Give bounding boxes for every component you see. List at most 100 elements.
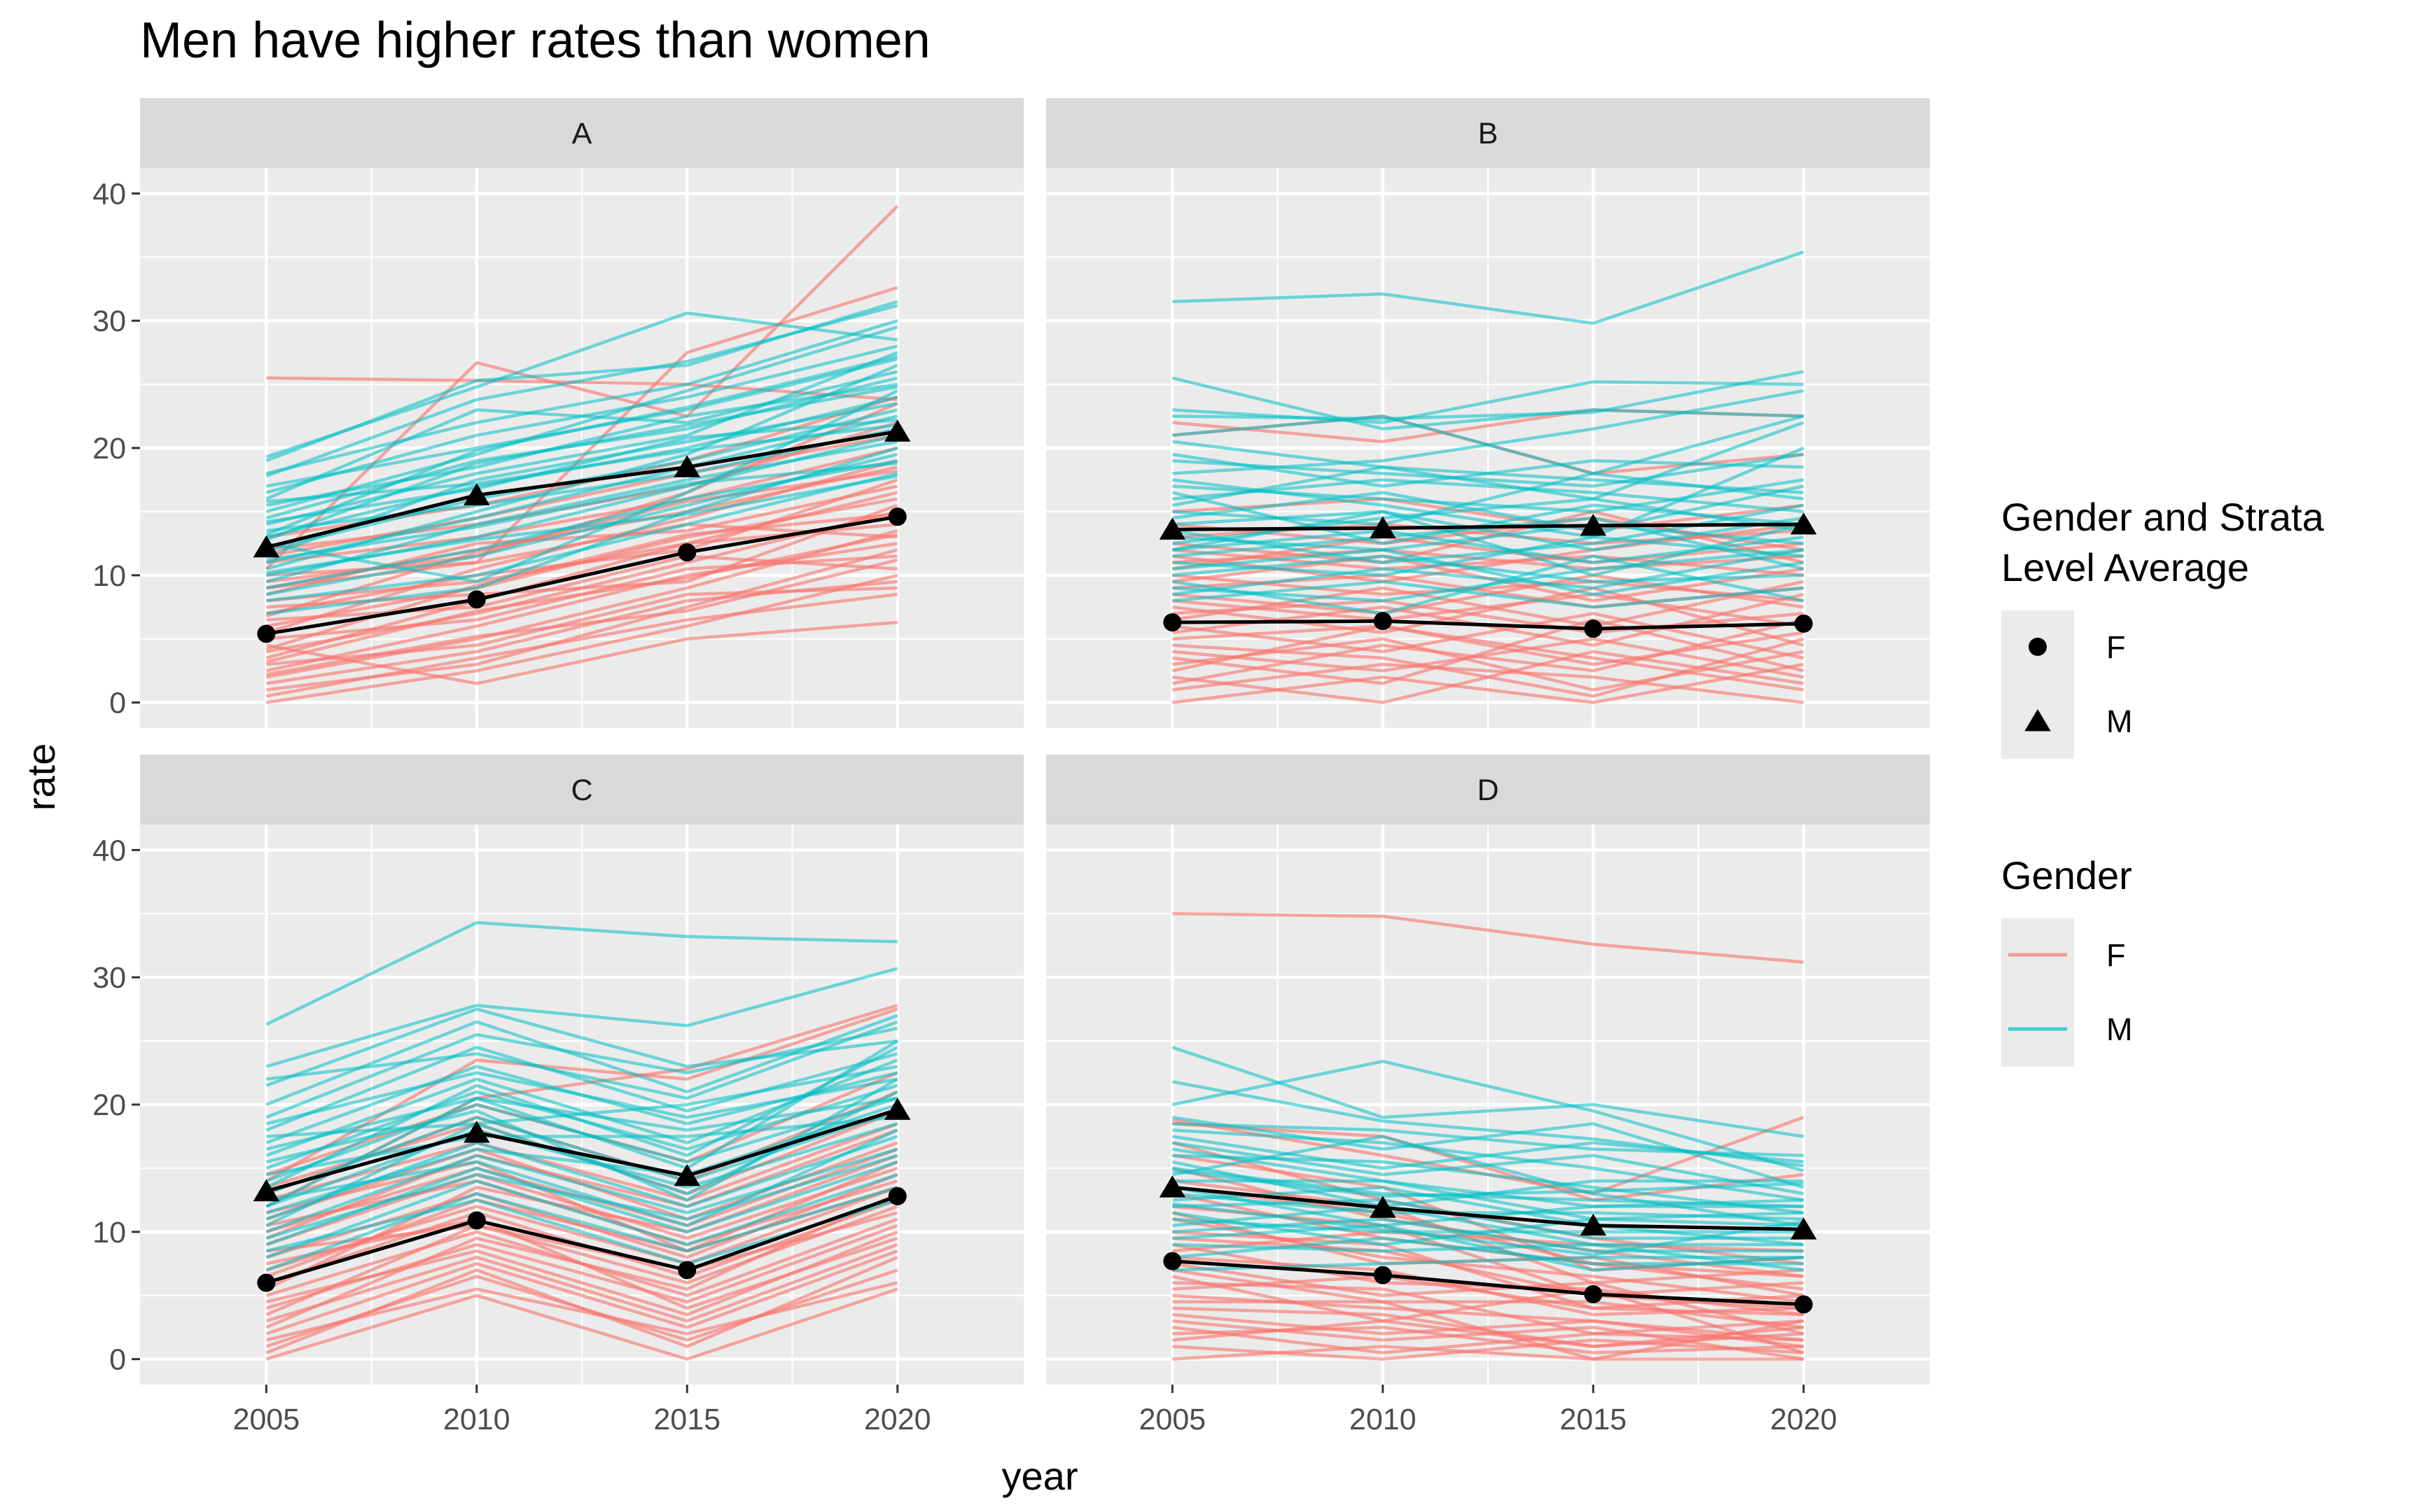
y-tick-label: 10 [92,1216,126,1250]
series-line-m [265,389,898,584]
strip-background [140,755,1024,825]
series-line-f [265,1007,898,1183]
series-line-f [1172,598,1804,634]
legend-key-triangle [2024,709,2051,732]
y-tick-label: 0 [109,1343,126,1377]
average-point-f [1373,612,1392,631]
average-point-m [253,535,279,558]
average-point-m [674,1163,700,1186]
average-point-m [464,483,490,505]
y-axis-title: rate [19,743,63,811]
series-line-f [265,1256,898,1354]
legend-label: F [2106,937,2126,973]
average-point-f [1794,614,1813,633]
series-line-f [265,1128,898,1240]
series-line-m [265,920,898,1026]
series-line-m [1172,1185,1804,1247]
average-point-f [888,1186,907,1205]
series-line-m [265,1147,898,1233]
legend-label: F [2106,629,2126,665]
panel-b: B [1046,98,1930,728]
series-line-f [1172,1300,1804,1361]
series-line-m [265,461,898,562]
series-line-m [1172,446,1804,539]
average-line-f [265,514,898,636]
series-line-f [265,580,898,685]
series-line-m [265,418,898,524]
legend-key-background [2001,918,2074,1067]
average-point-m [1159,517,1185,540]
average-point-f [1163,1252,1182,1270]
series-line-f [265,1154,898,1291]
average-point-m [884,1098,911,1120]
average-point-m [674,455,700,477]
series-line-m [265,1172,898,1259]
x-tick-label: 2005 [1139,1403,1206,1436]
series-line-m [1172,548,1804,596]
series-line-m [265,351,898,526]
average-point-m [1370,1196,1396,1218]
y-tick-label: 40 [92,834,126,867]
panel-d: D 2005 2010 2015 2020 [1046,755,1930,1436]
series-line-m [266,1020,898,1100]
series-line-m [1172,580,1804,609]
average-point-m [1159,1175,1185,1198]
series-line-f [265,1249,898,1336]
average-point-m [464,1121,490,1143]
series-line-m [1172,388,1804,475]
average-point-m [1580,513,1606,536]
series-line-f [1172,637,1804,679]
series-line-f [265,542,898,673]
series-line-f [1172,586,1804,647]
x-tick-label: 2005 [232,1403,300,1436]
series-line-f [265,533,898,664]
legend-label: M [2106,1011,2133,1047]
series-line-f [265,620,898,685]
series-line-m [265,1071,898,1126]
series-line-f [1172,624,1804,666]
strata-lines [1171,912,1804,1361]
average-line-m [1172,522,1804,531]
series-line-f [1172,662,1804,704]
strip-label: D [1477,774,1498,807]
y-tick-label: 10 [92,559,126,593]
series-line-m [1172,370,1804,421]
y-tick-label: 30 [92,961,126,995]
series-line-m [265,967,898,1068]
average-point-f [678,1261,697,1280]
series-line-f [265,1122,898,1202]
series-line-m [265,304,898,478]
x-tick-label: 2015 [1559,1403,1627,1436]
average-point-f [257,1273,276,1292]
series-line-m [1172,522,1804,552]
series-line-f [266,376,898,402]
y-tick-label: 30 [92,304,126,338]
series-line-m [1172,1179,1804,1227]
series-line-m [1172,536,1804,578]
series-line-m [265,402,898,558]
series-line-m [1171,465,1804,507]
series-line-f [265,1211,898,1317]
series-line-m [1171,1135,1804,1227]
y-tick-label: 40 [92,177,126,211]
series-line-m [265,382,898,507]
series-line-m [265,1096,898,1208]
series-line-m [1172,478,1804,514]
x-tick-label: 2010 [1349,1403,1417,1436]
average-point-f [1584,620,1603,638]
average-point-m [1580,1213,1606,1236]
legend-title: Gender [2001,853,2132,897]
series-line-m [265,1128,898,1227]
series-line-m [1172,1154,1804,1214]
series-line-f [1171,1275,1804,1354]
average-point-m [1790,1217,1817,1240]
average-point-m [1370,516,1396,538]
y-tick-label: 0 [109,687,126,720]
average-line-f [265,1194,898,1284]
series-line-f [1172,618,1804,685]
series-line-m [1171,554,1804,615]
series-line-m [1172,250,1804,326]
average-point-f [888,507,907,526]
series-line-m [265,1186,898,1272]
